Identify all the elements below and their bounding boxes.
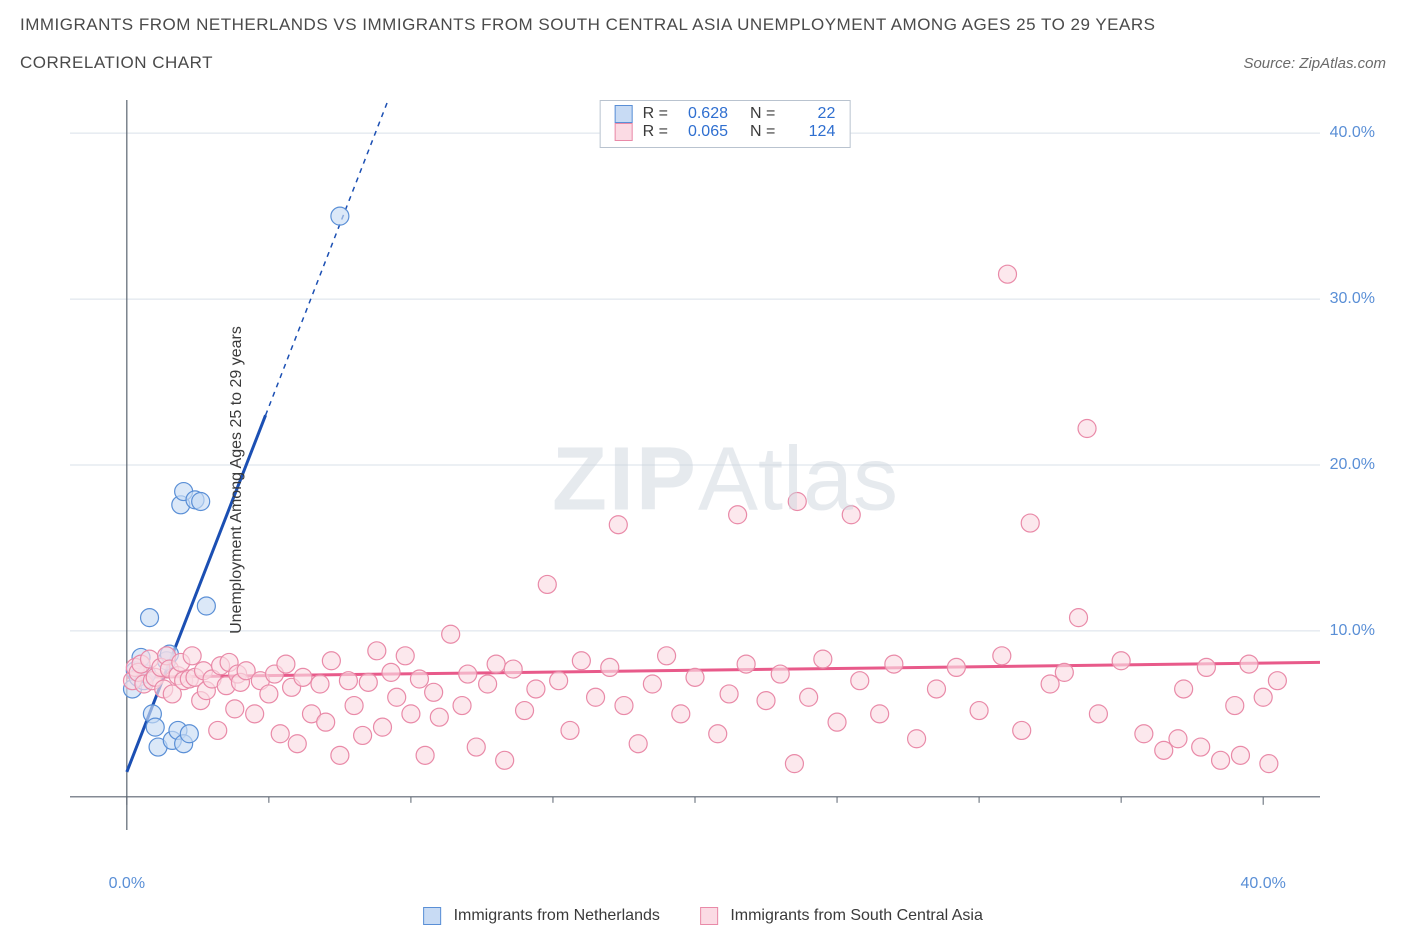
plot-area: Unemployment Among Ages 25 to 29 years Z… (65, 95, 1385, 865)
legend-swatch-south-central-asia (615, 123, 633, 141)
y-tick-label: 10.0% (1330, 622, 1375, 640)
chart-title-line2: CORRELATION CHART (20, 53, 1386, 73)
correlation-legend-box: R = 0.628 N = 22 R = 0.065 N = 124 (600, 100, 851, 148)
y-tick-label: 30.0% (1330, 290, 1375, 308)
chart-title-block: IMMIGRANTS FROM NETHERLANDS VS IMMIGRANT… (20, 15, 1386, 73)
legend-bottom: Immigrants from Netherlands Immigrants f… (423, 907, 983, 925)
legend-item-south-central-asia: Immigrants from South Central Asia (700, 907, 983, 925)
x-tick-label: 0.0% (109, 875, 145, 893)
legend-swatch-netherlands (615, 105, 633, 123)
source-attribution: Source: ZipAtlas.com (1243, 55, 1386, 72)
legend-swatch-icon (700, 907, 718, 925)
y-tick-label: 40.0% (1330, 124, 1375, 142)
correlation-scatter-chart (65, 95, 1385, 865)
y-tick-label: 20.0% (1330, 456, 1375, 474)
y-axis-label: Unemployment Among Ages 25 to 29 years (228, 326, 246, 634)
legend-row-south-central-asia: R = 0.065 N = 124 (615, 123, 836, 141)
legend-row-netherlands: R = 0.628 N = 22 (615, 105, 836, 123)
legend-item-netherlands: Immigrants from Netherlands (423, 907, 660, 925)
chart-title-line1: IMMIGRANTS FROM NETHERLANDS VS IMMIGRANT… (20, 15, 1386, 35)
x-tick-label: 40.0% (1240, 875, 1285, 893)
legend-swatch-icon (423, 907, 441, 925)
